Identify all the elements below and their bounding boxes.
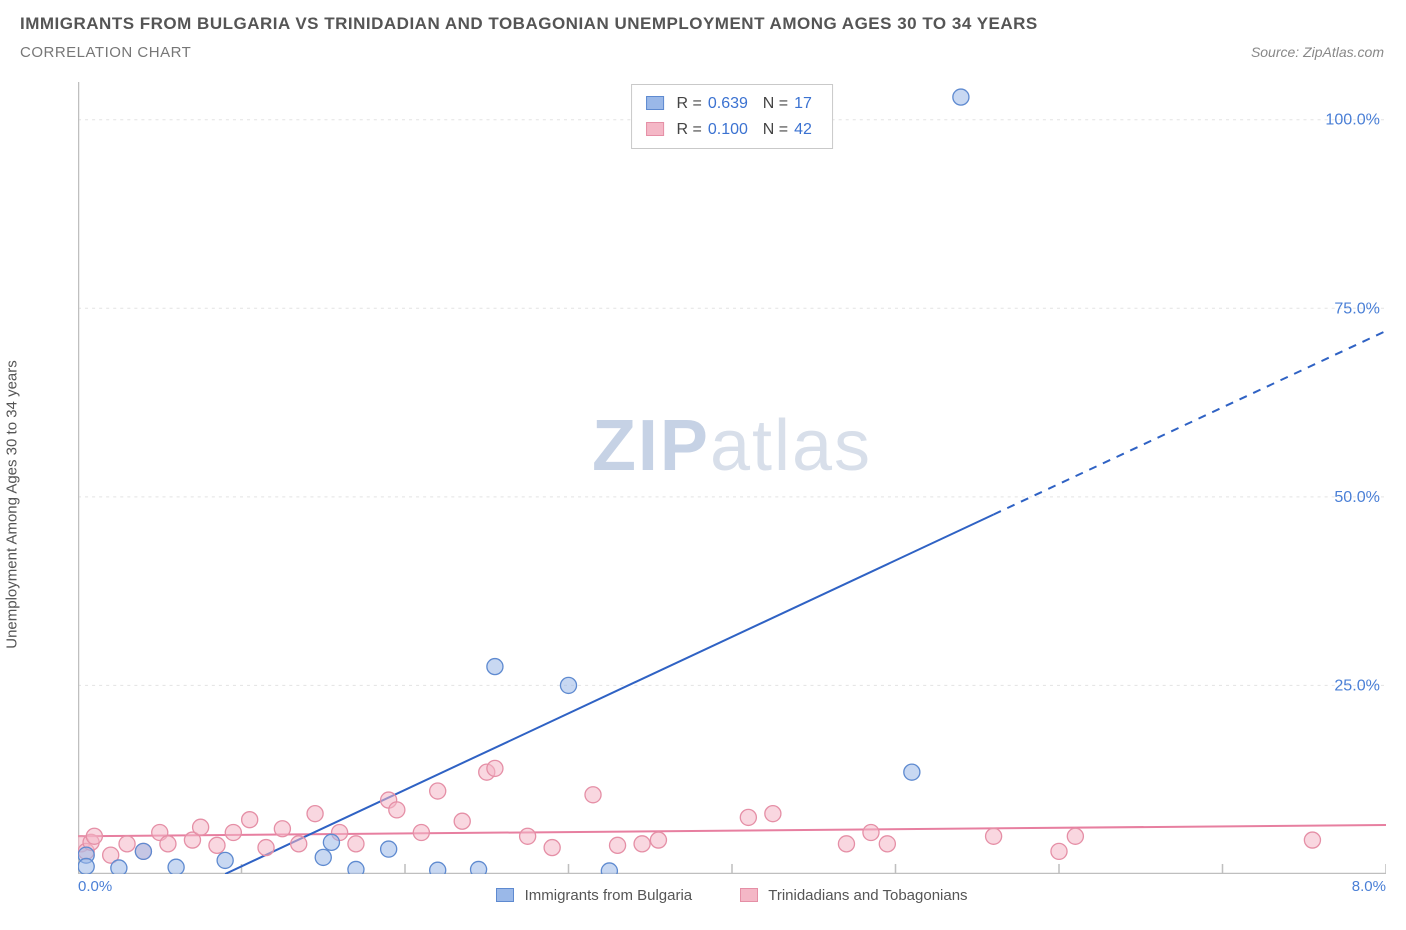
y-axis-label: Unemployment Among Ages 30 to 34 years — [4, 360, 21, 649]
legend-swatch-2 — [646, 122, 664, 136]
plot-svg: 25.0% 50.0% 75.0% 100.0% — [78, 82, 1386, 874]
correlation-legend: R =0.639 N =17 R =0.100 N =42 — [631, 84, 833, 149]
svg-text:100.0%: 100.0% — [1325, 111, 1380, 129]
chart-title-line2: CORRELATION CHART — [20, 44, 1386, 61]
svg-text:75.0%: 75.0% — [1334, 299, 1380, 317]
bottom-legend-item-1: Immigrants from Bulgaria — [496, 887, 696, 904]
svg-text:25.0%: 25.0% — [1334, 676, 1380, 694]
legend-row-series2: R =0.100 N =42 — [646, 117, 818, 143]
svg-text:50.0%: 50.0% — [1334, 488, 1380, 506]
bottom-legend-item-2: Trinidadians and Tobagonians — [740, 887, 967, 904]
bottom-legend-swatch-2 — [740, 888, 758, 902]
chart-title-line1: IMMIGRANTS FROM BULGARIA VS TRINIDADIAN … — [20, 14, 1386, 34]
legend-swatch-1 — [646, 96, 664, 110]
chart-area: Unemployment Among Ages 30 to 34 years Z… — [20, 82, 1386, 910]
scatter-plot: ZIPatlas R =0.639 N =17 R =0.100 N =42 2… — [78, 82, 1386, 874]
bottom-legend-swatch-1 — [496, 888, 514, 902]
legend-row-series1: R =0.639 N =17 — [646, 91, 818, 117]
source-attribution: Source: ZipAtlas.com — [1251, 44, 1384, 60]
bottom-legend: Immigrants from Bulgaria Trinidadians an… — [78, 887, 1386, 904]
